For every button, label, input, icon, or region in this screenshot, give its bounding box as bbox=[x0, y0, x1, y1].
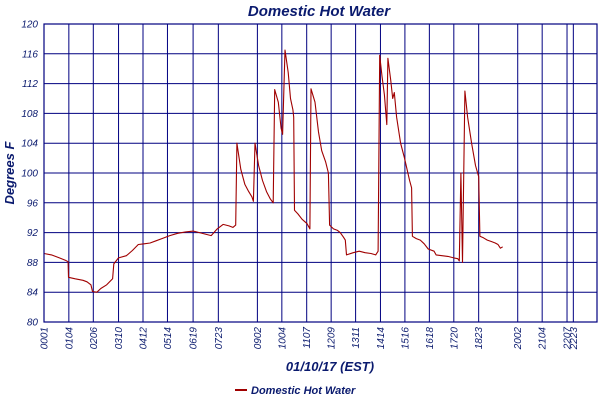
x-tick-label: 1720 bbox=[449, 327, 460, 350]
x-tick-label: 1311 bbox=[351, 327, 362, 349]
x-tick-label: 1516 bbox=[400, 327, 411, 350]
x-tick-label: 1209 bbox=[327, 327, 338, 350]
y-tick-label: 100 bbox=[21, 169, 38, 180]
x-tick-label: 2207 bbox=[563, 327, 574, 351]
x-tick-label: 2223 bbox=[569, 327, 580, 351]
y-tick-label: 92 bbox=[27, 228, 39, 239]
x-tick-label: 2002 bbox=[513, 327, 524, 351]
x-tick-label: 0001 bbox=[40, 327, 51, 349]
x-tick-label: 0412 bbox=[139, 327, 150, 350]
y-tick-label: 88 bbox=[27, 258, 39, 269]
y-tick-label: 112 bbox=[22, 79, 38, 90]
x-tick-label: 1618 bbox=[425, 327, 436, 350]
plot-border bbox=[43, 23, 598, 323]
chart-title: Domestic Hot Water bbox=[248, 3, 391, 20]
x-tick-label: 0723 bbox=[214, 327, 225, 350]
y-tick-label: 108 bbox=[21, 109, 38, 120]
y-tick-labels: 80 84 88 92 96 100 104 108 112 116 120 bbox=[21, 20, 38, 329]
y-tick-label: 104 bbox=[21, 139, 38, 150]
y-tick-label: 120 bbox=[21, 20, 38, 31]
y-tick-label: 80 bbox=[27, 318, 39, 329]
y-tick-label: 96 bbox=[27, 198, 39, 209]
x-tick-label: 1107 bbox=[302, 327, 313, 349]
x-tick-label: 0206 bbox=[89, 327, 100, 350]
x-axis-label: 01/10/17 (EST) bbox=[286, 359, 374, 374]
x-tick-label: 2104 bbox=[538, 327, 549, 351]
y-tick-label: 84 bbox=[27, 288, 39, 299]
x-tick-label: 0104 bbox=[64, 327, 75, 350]
series-line-domestic-hot-water bbox=[43, 49, 503, 293]
x-tick-label: 0514 bbox=[163, 327, 174, 350]
legend-label: Domestic Hot Water bbox=[251, 385, 356, 397]
x-tick-label: 1823 bbox=[474, 327, 485, 350]
x-tick-label: 0310 bbox=[114, 327, 125, 350]
x-tick-label: 0619 bbox=[189, 327, 200, 350]
y-tick-label: 116 bbox=[22, 49, 38, 60]
x-tick-label: 0902 bbox=[253, 327, 264, 350]
x-tick-label: 1004 bbox=[277, 327, 288, 350]
x-tick-labels: 0001 0104 0206 0310 0412 0514 0619 0723 0902 1004… bbox=[40, 327, 580, 351]
legend: Domestic Hot Water bbox=[235, 385, 356, 397]
y-axis-label: Degrees F bbox=[2, 141, 17, 205]
x-tick-label: 1414 bbox=[376, 327, 387, 350]
